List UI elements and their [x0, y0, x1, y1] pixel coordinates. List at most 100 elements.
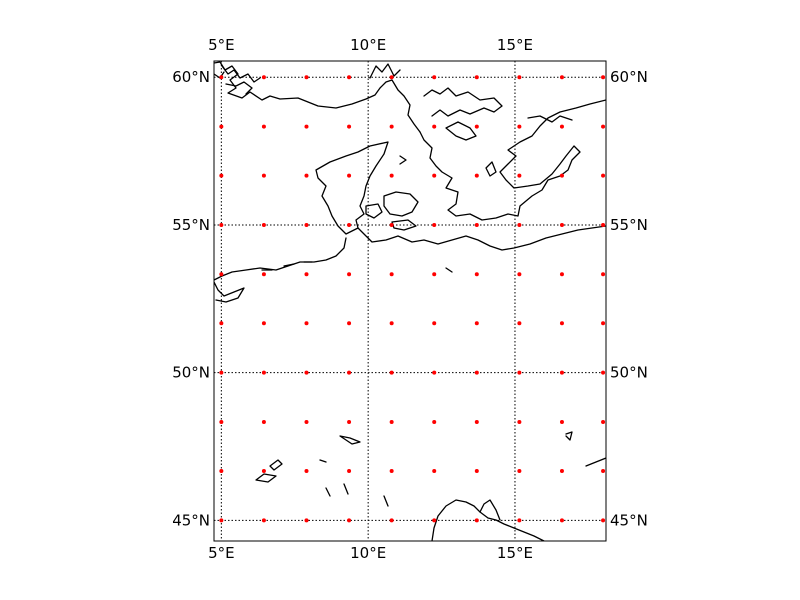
grid-point — [517, 468, 522, 473]
grid-point — [304, 370, 309, 375]
coastline-lolland — [391, 219, 417, 231]
parallel-labels-right: 45°N 50°N 55°N 60°N — [610, 68, 648, 529]
grid-point — [559, 321, 564, 326]
grid-point — [432, 321, 437, 326]
grid-point — [474, 272, 479, 277]
grid-point — [474, 518, 479, 523]
grid-point — [219, 468, 224, 473]
grid-point — [219, 173, 224, 178]
grid-point — [559, 468, 564, 473]
grid-points — [219, 75, 606, 523]
lake-vanern — [445, 121, 477, 141]
grid-point — [347, 75, 352, 80]
grid-point — [601, 124, 606, 129]
grid-point — [559, 222, 564, 227]
grid-point — [261, 124, 266, 129]
grid-point — [219, 75, 224, 80]
coastline-east-edge — [585, 457, 606, 467]
parallel-label: 55°N — [610, 216, 648, 234]
grid-point — [389, 468, 394, 473]
grid-point — [432, 419, 437, 424]
meridian-labels-top: 5°E 10°E 15°E — [208, 36, 533, 54]
grid-point — [601, 370, 606, 375]
grid-point — [601, 75, 606, 80]
grid-point — [261, 370, 266, 375]
parallel-label: 45°N — [172, 511, 210, 529]
parallel-label: 50°N — [610, 364, 648, 382]
grid-point — [559, 518, 564, 523]
grid-point — [219, 222, 224, 227]
grid-point — [559, 419, 564, 424]
grid-point — [432, 173, 437, 178]
grid-point — [432, 222, 437, 227]
lake-constance — [339, 435, 361, 445]
meridian-label: 10°E — [350, 36, 386, 54]
meridian-labels-bottom: 5°E 10°E 15°E — [208, 544, 533, 562]
grid-point — [601, 272, 606, 277]
grid-point — [559, 124, 564, 129]
grid-point — [601, 321, 606, 326]
grid-point — [517, 272, 522, 277]
grid-point — [304, 518, 309, 523]
grid-point — [347, 173, 352, 178]
grid-point — [432, 75, 437, 80]
grid-point — [304, 419, 309, 424]
lake-vattern — [485, 161, 497, 177]
coastline-zealand — [383, 191, 419, 217]
grid-point — [347, 124, 352, 129]
grid-point — [219, 518, 224, 523]
grid-point — [261, 222, 266, 227]
meridian-label: 15°E — [497, 36, 533, 54]
parallel-label: 50°N — [172, 364, 210, 382]
grid-point — [601, 222, 606, 227]
grid-point — [304, 222, 309, 227]
grid-point — [474, 173, 479, 178]
grid-point — [304, 321, 309, 326]
grid-point — [219, 124, 224, 129]
grid-point — [517, 173, 522, 178]
grid-point — [261, 173, 266, 178]
grid-point — [474, 124, 479, 129]
grid-point — [474, 222, 479, 227]
grid-point — [389, 272, 394, 277]
grid-point — [347, 419, 352, 424]
grid-point — [389, 518, 394, 523]
grid-point — [347, 468, 352, 473]
grid-point — [389, 124, 394, 129]
meridian-label: 5°E — [208, 544, 235, 562]
grid-point — [389, 173, 394, 178]
grid-point — [517, 222, 522, 227]
grid-point — [261, 272, 266, 277]
grid-point — [601, 419, 606, 424]
coastline-sweden — [419, 99, 606, 221]
parallel-labels-left: 45°N 50°N 55°N 60°N — [172, 68, 210, 529]
grid-point — [347, 518, 352, 523]
coastline-north-sea — [214, 237, 347, 281]
grid-point — [601, 518, 606, 523]
grid-point — [517, 518, 522, 523]
grid-point — [304, 173, 309, 178]
grid-point — [389, 419, 394, 424]
lakes-italian — [319, 459, 389, 507]
grid-point — [517, 321, 522, 326]
grid-point — [432, 124, 437, 129]
grid-point — [347, 321, 352, 326]
grid-point — [261, 468, 266, 473]
grid-point — [261, 419, 266, 424]
coastline-frisian-islands — [261, 261, 453, 273]
lake-neuchatel — [269, 459, 283, 471]
map-frame — [213, 60, 607, 542]
grid-point — [261, 321, 266, 326]
grid-point — [261, 518, 266, 523]
grid-point — [517, 370, 522, 375]
grid-point — [432, 272, 437, 277]
parallel-label: 45°N — [610, 511, 648, 529]
coastline-istria — [479, 499, 501, 521]
gridlines — [214, 61, 606, 541]
grid-point — [347, 222, 352, 227]
coastline-jutland — [315, 141, 389, 235]
grid-point — [432, 468, 437, 473]
coastline-norway — [214, 61, 421, 133]
grid-point — [219, 321, 224, 326]
